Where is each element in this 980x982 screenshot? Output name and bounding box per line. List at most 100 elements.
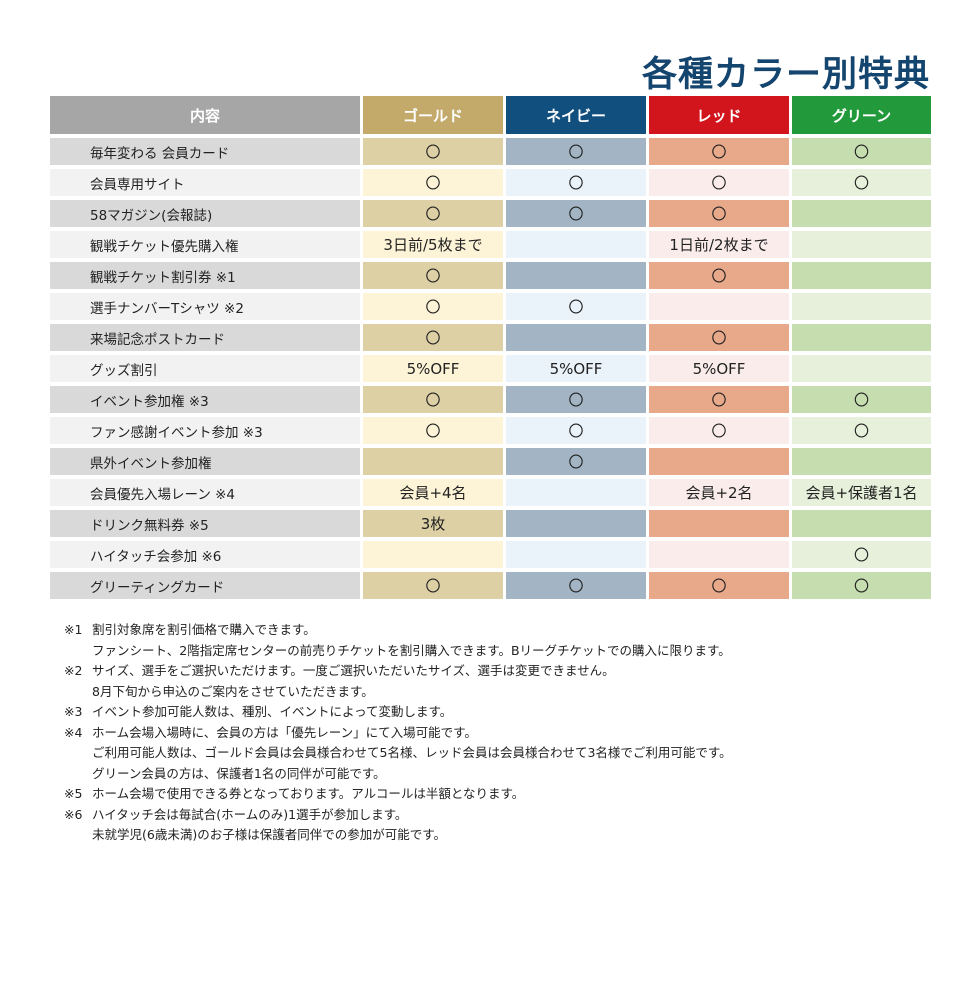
footnote: ※3 イベント参加可能人数は、種別、イベントによって変動します。 — [64, 702, 944, 723]
benefit-navy-cell: 〇 — [503, 138, 646, 165]
footnote: ※4 ホーム会場入場時に、会員の方は「優先レーン」にて入場可能です。 ご利用可能人数… — [64, 723, 944, 785]
benefit-red-cell: 〇 — [646, 386, 789, 413]
benefit-navy-cell — [503, 541, 646, 568]
benefit-green-cell: 〇 — [789, 138, 931, 165]
benefit-navy-cell: 〇 — [503, 448, 646, 475]
benefit-gold-cell: 3日前/5枚まで — [360, 231, 503, 258]
benefit-green-cell — [789, 231, 931, 258]
benefit-navy-cell: 〇 — [503, 293, 646, 320]
header-navy: ネイビー — [503, 96, 646, 134]
benefit-gold-cell — [360, 541, 503, 568]
footnote-mark: ※1 — [64, 622, 83, 637]
benefit-label: 会員優先入場レーン ※4 — [50, 479, 360, 506]
footnote: ※6 ハイタッチ会は毎試合(ホームのみ)1選手が参加します。 未就学児(6歳未満)の… — [64, 805, 944, 846]
benefit-red-cell — [646, 510, 789, 537]
benefits-table: 内容 ゴールド ネイビー レッド グリーン 毎年変わる 会員カード〇〇〇〇会員専… — [50, 96, 931, 599]
benefit-label: 観戦チケット割引券 ※1 — [50, 262, 360, 289]
benefit-red-cell — [646, 448, 789, 475]
benefit-navy-cell — [503, 262, 646, 289]
benefit-navy-cell: 〇 — [503, 572, 646, 599]
footnote-line: サイズ、選手をご選択いただけます。一度ご選択いただいたサイズ、選手は変更できませ… — [92, 663, 615, 678]
benefit-gold-cell: 〇 — [360, 200, 503, 227]
footnote-line: 未就学児(6歳未満)のお子様は保護者同伴での参加が可能です。 — [92, 827, 446, 842]
benefit-red-cell: 会員+2名 — [646, 479, 789, 506]
footnote-text: イベント参加可能人数は、種別、イベントによって変動します。 — [92, 702, 944, 723]
benefit-label: 会員専用サイト — [50, 169, 360, 196]
benefit-gold-cell: 3枚 — [360, 510, 503, 537]
footnote-mark: ※4 — [64, 724, 83, 740]
benefit-gold-cell: 〇 — [360, 293, 503, 320]
benefit-gold-cell: 〇 — [360, 262, 503, 289]
benefit-red-cell — [646, 541, 789, 568]
benefit-green-cell — [789, 324, 931, 351]
benefit-green-cell — [789, 293, 931, 320]
benefit-green-cell — [789, 262, 931, 289]
benefit-gold-cell: 5%OFF — [360, 355, 503, 382]
benefit-navy-cell: 〇 — [503, 169, 646, 196]
benefit-label: ハイタッチ会参加 ※6 — [50, 541, 360, 568]
benefit-label: ファン感謝イベント参加 ※3 — [50, 417, 360, 444]
footnote-line: ご利用可能人数は、ゴールド会員は会員様合わせて5名様、レッド会員は会員様合わせて… — [92, 745, 732, 760]
benefit-red-cell: 〇 — [646, 262, 789, 289]
benefit-green-cell — [789, 355, 931, 382]
footnote-mark: ※5 — [64, 786, 83, 801]
footnote-text: 割引対象席を割引価格で購入できます。 ファンシート、2階指定席センターの前売りチケ… — [92, 620, 944, 661]
footnotes: ※1 割引対象席を割引価格で購入できます。 ファンシート、2階指定席センターの前売り… — [64, 620, 944, 846]
benefit-green-cell: 〇 — [789, 417, 931, 444]
footnote-line: 割引対象席を割引価格で購入できます。 — [92, 622, 316, 637]
benefit-navy-cell — [503, 510, 646, 537]
footnote: ※5 ホーム会場で使用できる券となっております。アルコールは半額となります。 — [64, 784, 944, 805]
benefit-red-cell: 1日前/2枚まで — [646, 231, 789, 258]
header-green: グリーン — [789, 96, 931, 134]
benefit-red-cell: 5%OFF — [646, 355, 789, 382]
benefit-navy-cell: 〇 — [503, 417, 646, 444]
benefit-label: 来場記念ポストカード — [50, 324, 360, 351]
benefit-label: 観戦チケット優先購入権 — [50, 231, 360, 258]
footnote: ※1 割引対象席を割引価格で購入できます。 ファンシート、2階指定席センターの前売り… — [64, 620, 944, 661]
benefit-gold-cell: 会員+4名 — [360, 479, 503, 506]
benefit-green-cell: 会員+保護者1名 — [789, 479, 931, 506]
footnote-line: ホーム会場で使用できる券となっております。アルコールは半額となります。 — [92, 786, 525, 801]
benefit-label: グリーティングカード — [50, 572, 360, 599]
benefit-label: 選手ナンバーTシャツ ※2 — [50, 293, 360, 320]
header-red: レッド — [646, 96, 789, 134]
benefit-green-cell — [789, 510, 931, 537]
footnote: ※2 サイズ、選手をご選択いただけます。一度ご選択いただいたサイズ、選手は変更でき… — [64, 661, 944, 702]
benefit-label: イベント参加権 ※3 — [50, 386, 360, 413]
benefit-green-cell: 〇 — [789, 572, 931, 599]
benefit-gold-cell: 〇 — [360, 169, 503, 196]
footnote-line: グリーン会員の方は、保護者1名の同伴が可能です。 — [92, 765, 386, 781]
benefit-gold-cell: 〇 — [360, 386, 503, 413]
benefit-green-cell — [789, 200, 931, 227]
footnote-text: ホーム会場で使用できる券となっております。アルコールは半額となります。 — [92, 784, 944, 805]
footnote-text: ホーム会場入場時に、会員の方は「優先レーン」にて入場可能です。 ご利用可能人数は、… — [92, 723, 944, 785]
benefit-label: ドリンク無料券 ※5 — [50, 510, 360, 537]
benefit-navy-cell — [503, 324, 646, 351]
footnote-mark: ※3 — [64, 704, 83, 719]
benefit-gold-cell: 〇 — [360, 417, 503, 444]
benefit-red-cell: 〇 — [646, 417, 789, 444]
benefit-label: 毎年変わる 会員カード — [50, 138, 360, 165]
header-content: 内容 — [50, 96, 360, 134]
benefit-red-cell: 〇 — [646, 200, 789, 227]
benefit-label: 県外イベント参加権 — [50, 448, 360, 475]
footnote-line: 8月下旬から申込のご案内をさせていただきます。 — [92, 683, 374, 699]
benefit-navy-cell: 5%OFF — [503, 355, 646, 382]
benefit-navy-cell: 〇 — [503, 386, 646, 413]
benefit-gold-cell — [360, 448, 503, 475]
benefit-red-cell: 〇 — [646, 324, 789, 351]
benefit-green-cell: 〇 — [789, 541, 931, 568]
benefit-label: グッズ割引 — [50, 355, 360, 382]
page-title: 各種カラー別特典 — [641, 55, 930, 95]
footnote-text: サイズ、選手をご選択いただけます。一度ご選択いただいたサイズ、選手は変更できませ… — [92, 661, 944, 702]
benefit-green-cell: 〇 — [789, 169, 931, 196]
benefit-red-cell: 〇 — [646, 169, 789, 196]
benefit-green-cell — [789, 448, 931, 475]
footnote-mark: ※6 — [64, 806, 83, 822]
footnote-mark: ※2 — [64, 663, 83, 678]
benefit-gold-cell: 〇 — [360, 324, 503, 351]
benefit-navy-cell — [503, 231, 646, 258]
benefit-red-cell — [646, 293, 789, 320]
benefit-label: 58マガジン(会報誌) — [50, 200, 360, 227]
benefit-red-cell: 〇 — [646, 138, 789, 165]
